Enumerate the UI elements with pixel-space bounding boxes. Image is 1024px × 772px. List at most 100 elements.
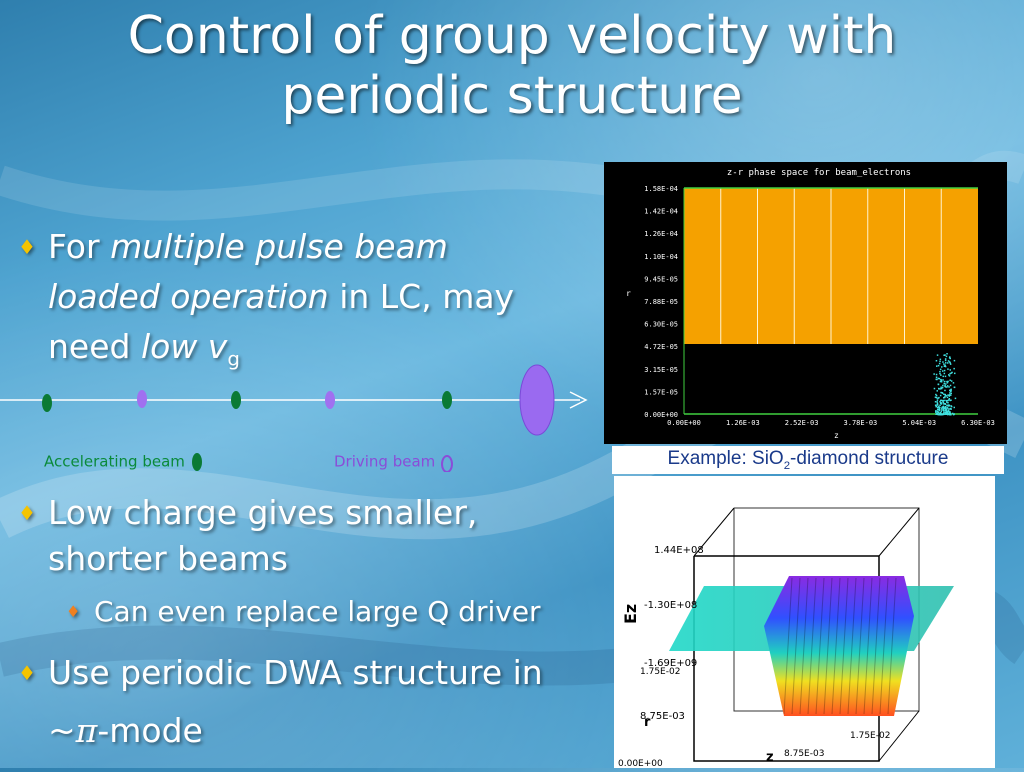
beam-electron: [941, 399, 944, 402]
beam-electron: [938, 377, 941, 380]
slide-title: Control of group velocity with periodic …: [0, 6, 1024, 126]
beam-electron: [948, 386, 950, 388]
beam-electron: [946, 385, 949, 387]
beam-electron: [950, 380, 953, 382]
phase-y-tick: 6.30E-05: [644, 321, 678, 329]
beam-electron: [937, 406, 939, 408]
bullet-1-pre: For: [48, 227, 111, 266]
beam-electron: [954, 372, 956, 375]
beam-electron: [935, 411, 937, 413]
legend-driving: Driving beam: [334, 452, 454, 473]
beam-electron: [952, 382, 955, 384]
phase-y-tick-labels: 1.58E-04 1.42E-04 1.26E-04 1.10E-04 9.45E-05…: [644, 185, 678, 419]
beam-electron: [942, 408, 945, 410]
beam-electron: [939, 358, 942, 361]
phase-space-svg: z-r phase space for beam_electrons r z 1…: [626, 168, 995, 440]
beam-electron: [945, 413, 948, 415]
beam-electron: [944, 375, 947, 378]
beam-electron: [943, 363, 945, 365]
accelerating-bunch: [442, 391, 452, 409]
beam-electron: [940, 413, 942, 415]
box-edge: [878, 710, 920, 762]
phase-x-tick: 2.52E-03: [785, 419, 819, 427]
bullet-2: ♦ Low charge gives smaller, shorter beam…: [18, 490, 588, 582]
beam-electron: [939, 407, 941, 409]
ridge-stripe: [863, 577, 873, 715]
beam-electron: [949, 363, 952, 365]
legend-driving-label: Driving beam: [334, 452, 436, 471]
beam-electron: [943, 365, 946, 367]
beam-electron: [936, 390, 938, 392]
beam-electron: [944, 365, 947, 368]
beam-electron: [944, 389, 946, 392]
beam-electron: [940, 386, 942, 388]
beam-electron: [946, 382, 949, 384]
beam-electron: [948, 394, 950, 396]
phase-x-tick: 1.26E-03: [726, 419, 760, 427]
phase-plot-xlabel: z: [834, 431, 839, 440]
beam-electron: [951, 371, 953, 374]
beam-electron: [943, 381, 946, 383]
z-tick-3: 1.75E-02: [850, 731, 890, 741]
z-tick-1: 0.00E+00: [618, 759, 663, 768]
beam-electron: [949, 379, 951, 381]
accelerating-bunch-icon: [191, 453, 202, 471]
r-axis-label: r: [644, 715, 651, 730]
beam-electron: [936, 378, 938, 381]
field-ridge: [764, 576, 914, 716]
beam-electron: [936, 399, 939, 401]
ridge-stripe: [887, 577, 897, 715]
beam-electron: [942, 412, 945, 415]
beam-electron: [944, 403, 946, 405]
beam-electron: [948, 361, 951, 363]
beam-electron: [950, 405, 952, 407]
beam-electron: [947, 413, 949, 416]
diamond-bullet-icon: ♦: [18, 501, 36, 525]
beam-electron: [935, 410, 937, 412]
beam-electron: [934, 404, 937, 406]
beam-electron: [944, 393, 947, 396]
beam-electron: [941, 386, 944, 389]
phase-y-tick: 1.26E-04: [644, 230, 678, 238]
beam-electron: [946, 399, 948, 402]
beam-electron: [944, 399, 946, 402]
phase-x-tick: 3.78E-03: [844, 419, 878, 427]
ridge-stripe: [823, 577, 833, 715]
title-line-2: periodic structure: [281, 66, 743, 126]
z-axis-label: z: [766, 750, 774, 765]
beam-electron: [936, 404, 939, 406]
beam-electron: [941, 392, 944, 394]
beam-electron: [946, 380, 948, 383]
phase-y-tick: 7.88E-05: [644, 298, 678, 306]
beam-electron: [942, 399, 945, 402]
beam-electron: [949, 407, 952, 410]
bullet-1-italic-2: low v: [140, 327, 228, 366]
beam-electron: [951, 412, 954, 415]
beam-electron: [942, 384, 944, 387]
beam-electron: [944, 386, 947, 388]
beam-train-diagram: [0, 364, 588, 436]
beam-electron: [939, 360, 941, 363]
bullet-1: ♦ For multiple pulse beam loaded operati…: [18, 222, 568, 385]
beam-electron: [949, 413, 951, 416]
beam-electron: [939, 402, 942, 405]
phase-y-tick: 0.00E+00: [644, 411, 678, 419]
phase-y-tick: 1.10E-04: [644, 253, 678, 261]
phase-x-tick: 0.00E+00: [667, 419, 701, 427]
beam-electrons: [933, 353, 957, 416]
beam-electron: [945, 410, 948, 412]
beam-electron: [945, 395, 948, 397]
large-driving-bunch: [519, 364, 555, 436]
beam-electron: [945, 408, 948, 411]
beam-electron: [948, 398, 951, 400]
beam-electron: [938, 387, 940, 390]
beam-electron: [949, 369, 951, 371]
beam-electron: [937, 377, 940, 380]
beam-electron: [948, 404, 950, 406]
field-plot: Ez r z 1.44E+08 -1.30E+08 -1.69E+09 1.75…: [614, 476, 995, 769]
beam-electron: [953, 386, 956, 388]
beam-electron: [948, 398, 950, 401]
beam-electron: [945, 411, 947, 413]
beam-electron: [933, 387, 936, 390]
ridge-stripe: [807, 577, 817, 715]
